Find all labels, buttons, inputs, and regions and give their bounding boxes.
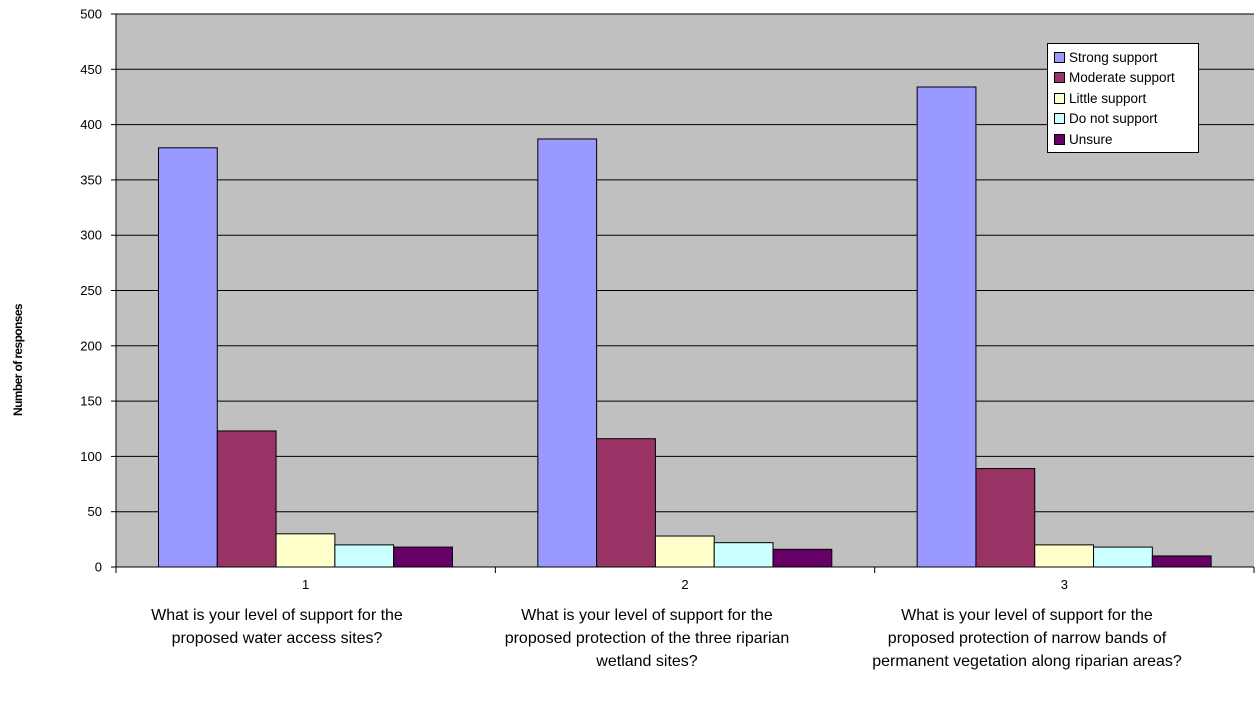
question-3-label: What is your level of support for the pr… — [872, 607, 1182, 670]
legend-label-little-support: Little support — [1069, 90, 1147, 106]
y-tick-label: 500 — [80, 7, 102, 22]
y-tick-label: 250 — [80, 283, 102, 298]
x-tick-label: 1 — [302, 577, 309, 592]
legend-item-unsure: Unsure — [1054, 129, 1198, 150]
question-1-label: What is your level of support for the pr… — [151, 607, 403, 647]
legend-item-little-support: Little support — [1054, 88, 1198, 109]
legend-swatch-strong-support — [1054, 51, 1065, 63]
y-tick-label: 50 — [88, 504, 102, 519]
legend-label-unsure: Unsure — [1069, 131, 1113, 147]
bar-strong-support-q3 — [916, 86, 977, 568]
y-tick-label: 150 — [80, 394, 102, 409]
legend-item-do-not-support: Do not support — [1054, 109, 1198, 130]
bar-little-support-q3 — [1034, 544, 1095, 568]
bar-moderate-support-q1 — [216, 430, 277, 568]
bar-unsure-q1 — [393, 546, 453, 568]
x-tick-label: 3 — [1061, 577, 1068, 592]
bar-strong-support-q1 — [157, 147, 218, 568]
legend-swatch-little-support — [1054, 92, 1065, 104]
y-tick-label: 350 — [80, 172, 102, 187]
bar-do-not-support-q2 — [713, 542, 774, 568]
y-tick-label: 400 — [80, 117, 102, 132]
x-tick-label: 2 — [681, 577, 688, 592]
legend-swatch-do-not-support — [1054, 113, 1065, 125]
legend-item-strong-support: Strong support — [1054, 47, 1198, 68]
bar-strong-support-q2 — [537, 138, 598, 568]
question-2-label: What is your level of support for the pr… — [504, 607, 790, 670]
legend-item-moderate-support: Moderate support — [1054, 68, 1198, 89]
legend-swatch-moderate-support — [1054, 72, 1065, 84]
bar-moderate-support-q3 — [975, 468, 1036, 568]
y-tick-label: 300 — [80, 228, 102, 243]
bar-moderate-support-q2 — [596, 438, 656, 568]
y-tick-label: 0 — [95, 560, 102, 575]
y-axis-label: Number of responses — [8, 190, 28, 530]
bar-little-support-q2 — [654, 535, 715, 568]
legend-label-moderate-support: Moderate support — [1069, 70, 1175, 86]
legend-label-do-not-support: Do not support — [1069, 111, 1158, 127]
legend: Strong support Moderate support Little s… — [1047, 43, 1199, 153]
y-axis-label-text: Number of responses — [11, 304, 25, 416]
legend-label-strong-support: Strong support — [1069, 49, 1158, 65]
bar-do-not-support-q1 — [334, 544, 395, 568]
y-tick-label: 200 — [80, 338, 102, 353]
y-tick-label: 100 — [80, 449, 102, 464]
bar-little-support-q1 — [275, 533, 336, 568]
bar-unsure-q3 — [1151, 555, 1212, 568]
legend-swatch-unsure — [1054, 133, 1065, 145]
y-tick-label: 450 — [80, 62, 102, 77]
bar-unsure-q2 — [772, 548, 833, 568]
bar-do-not-support-q3 — [1093, 546, 1153, 568]
